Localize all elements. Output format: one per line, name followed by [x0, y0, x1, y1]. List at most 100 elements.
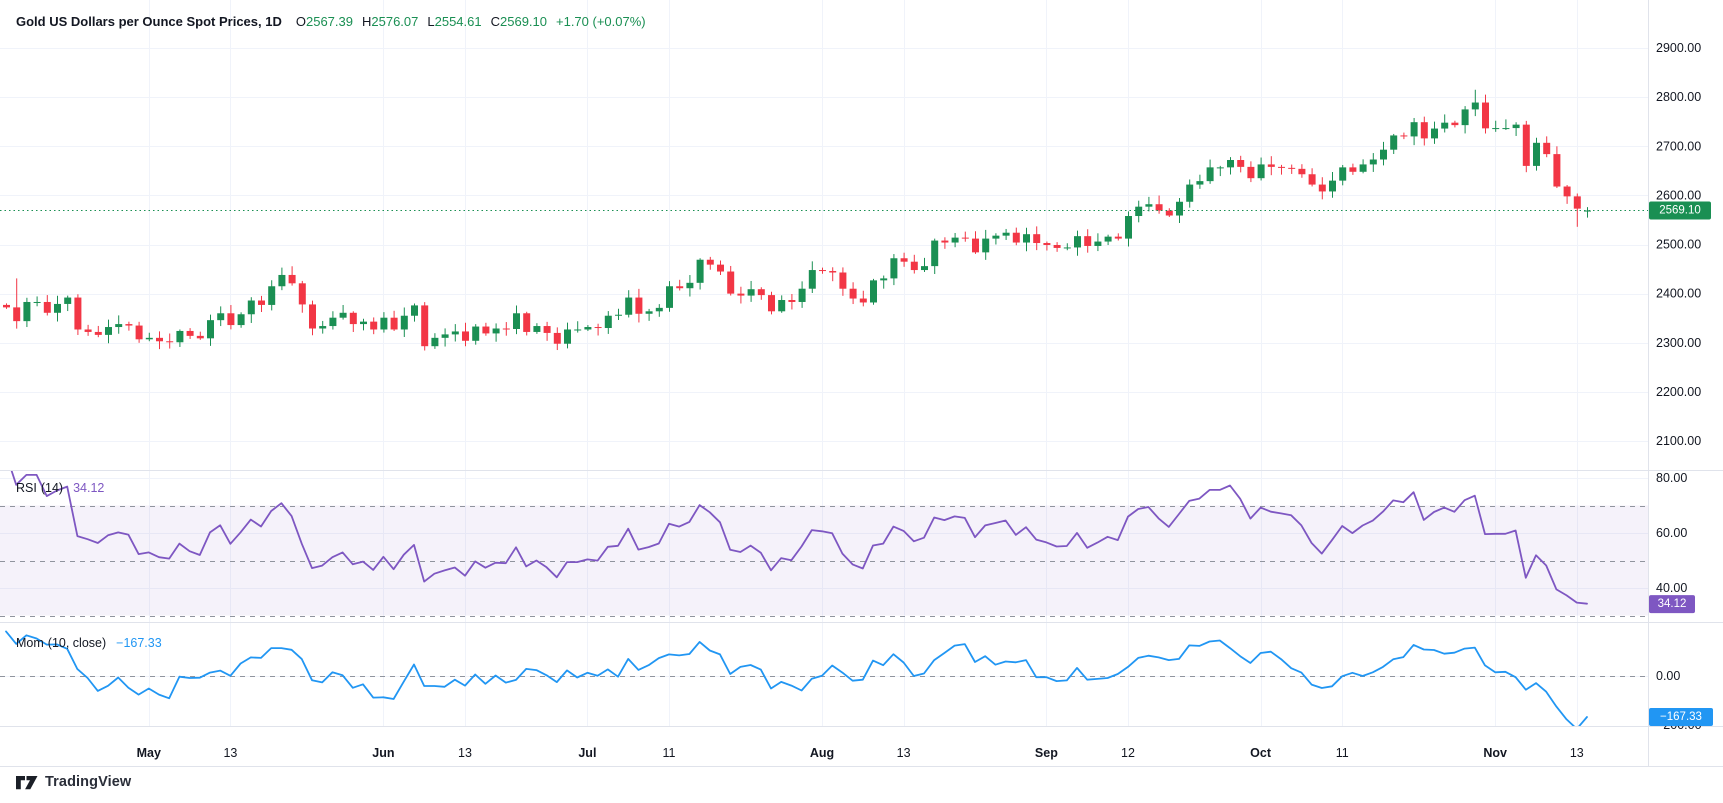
candle: [1247, 161, 1255, 183]
candle: [1318, 177, 1326, 200]
candle: [1482, 94, 1489, 134]
candle: [584, 325, 592, 331]
candle: [502, 322, 510, 336]
candle: [74, 294, 82, 335]
candle: [768, 291, 775, 315]
candle: [1339, 164, 1347, 186]
candle: [1237, 155, 1245, 173]
candle: [1023, 227, 1030, 252]
candle: [247, 297, 255, 323]
candle: [1094, 233, 1102, 252]
axis-tick-label: 2400.00: [1656, 287, 1701, 301]
tradingview-logo-text: TradingView: [45, 774, 132, 790]
candle: [1104, 234, 1112, 246]
price-axis[interactable]: 2900.00 2800.00 2700.00 2600.00 2500.00 2400.…: [1656, 41, 1701, 448]
candle: [870, 278, 877, 305]
candle: [747, 280, 755, 302]
candle: [706, 256, 714, 270]
candle: [625, 290, 633, 318]
candle: [411, 303, 418, 322]
candle: [778, 295, 786, 313]
candle: [196, 331, 204, 340]
candle: [105, 319, 112, 344]
candle: [125, 321, 133, 331]
candle: [1043, 241, 1051, 251]
candle: [1033, 226, 1041, 251]
axis-tick-label: Sep: [1035, 746, 1058, 760]
candle: [1563, 185, 1571, 204]
candle: [1584, 207, 1591, 218]
candle: [1206, 159, 1214, 184]
candle: [635, 288, 643, 323]
tradingview-logo[interactable]: TradingView: [16, 774, 131, 790]
axis-tick-label: 2300.00: [1656, 336, 1701, 350]
candle: [594, 323, 602, 336]
candle: [1114, 233, 1122, 241]
axis-tick-label: May: [137, 746, 161, 760]
candle: [1400, 132, 1408, 140]
axis-tick-label: 13: [897, 746, 911, 760]
candle: [451, 324, 459, 342]
time-axis[interactable]: May 13 Jun 13 Jul 11 Aug 13 Sep 12 Oct 11 Nov 13: [137, 746, 1584, 760]
candle: [54, 295, 61, 322]
candle: [1002, 228, 1010, 240]
candle: [349, 311, 357, 332]
candle: [564, 322, 571, 349]
candle: [1451, 120, 1459, 128]
candle: [890, 254, 898, 286]
candle: [23, 297, 31, 328]
candle: [421, 302, 429, 351]
axis-tick-label: 2900.00: [1656, 41, 1701, 55]
candle: [94, 325, 102, 338]
momentum-value-badge: −167.33: [1649, 707, 1713, 726]
candle: [1369, 153, 1377, 172]
candle: [808, 261, 816, 294]
candle: [961, 231, 969, 242]
candle: [941, 237, 949, 249]
candle: [686, 275, 694, 297]
candle: [666, 281, 673, 312]
candle: [1461, 106, 1469, 134]
candle: [574, 321, 582, 333]
candle: [207, 314, 214, 346]
axis-tick-label: Jul: [578, 746, 596, 760]
axis-tick-label: 40.00: [1656, 581, 1687, 595]
candle: [329, 311, 337, 330]
rsi-axis[interactable]: 80.00 60.00 40.00: [1656, 471, 1687, 595]
candle: [1441, 114, 1449, 133]
svg-text:2569.10: 2569.10: [1659, 205, 1701, 217]
candle: [553, 327, 561, 351]
axis-tick-label: Aug: [810, 746, 834, 760]
candle: [1278, 164, 1285, 175]
candle: [788, 294, 796, 310]
candle: [972, 231, 979, 254]
candle: [482, 322, 490, 336]
tradingview-logo-icon: [16, 775, 38, 789]
candle: [298, 280, 306, 313]
candle: [1288, 164, 1296, 174]
axis-tick-label: 2600.00: [1656, 188, 1701, 202]
candle: [472, 324, 480, 345]
candle: [288, 266, 296, 286]
candle: [1063, 243, 1071, 251]
candle: [1125, 211, 1132, 247]
candle: [543, 321, 551, 341]
candle: [84, 324, 92, 336]
axis-tick-label: 11: [663, 746, 676, 760]
axis-tick-label: 13: [1570, 746, 1584, 760]
candle: [1512, 122, 1520, 136]
axis-tick-label: Jun: [372, 746, 394, 760]
axis-tick-label: 2500.00: [1656, 238, 1701, 252]
axis-tick-label: 11: [1336, 746, 1349, 760]
candle: [278, 267, 286, 291]
svg-text:34.12: 34.12: [1658, 598, 1687, 610]
candle: [696, 258, 704, 290]
candle: [492, 323, 500, 342]
candle: [339, 304, 347, 320]
candle: [1227, 157, 1234, 175]
candle: [166, 333, 174, 349]
candle: [1553, 146, 1561, 189]
candle: [441, 328, 449, 347]
candle: [819, 267, 826, 274]
